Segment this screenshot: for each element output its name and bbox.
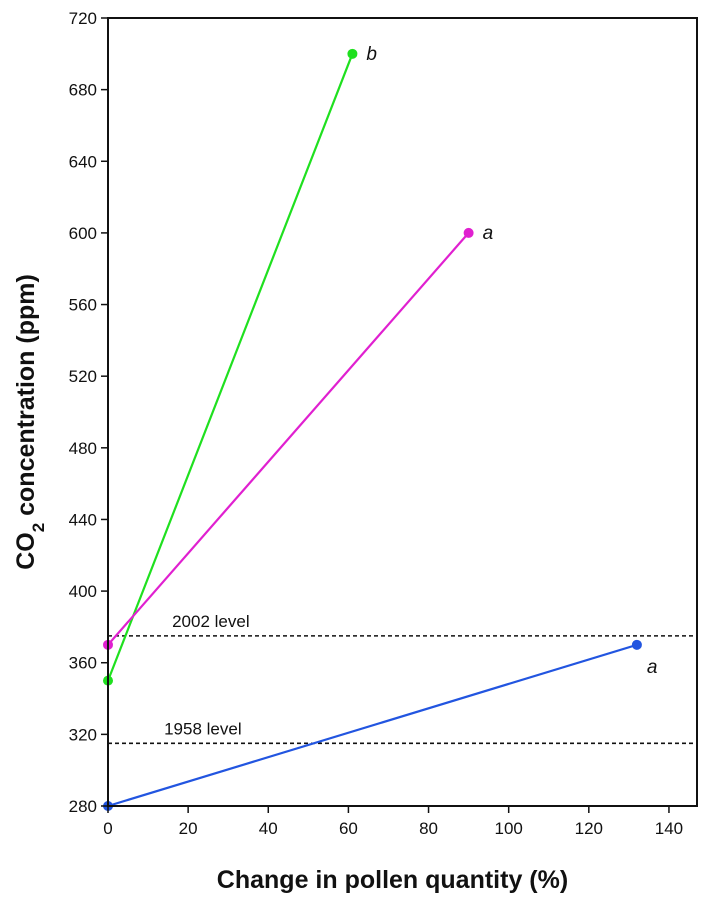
series-end-label: b — [366, 44, 377, 65]
y-tick-label: 360 — [69, 654, 97, 673]
y-tick-label: 320 — [69, 725, 97, 744]
y-tick-label: 440 — [69, 510, 97, 529]
series-lines: b a a — [103, 44, 657, 811]
y-tick-label: 560 — [69, 296, 97, 315]
reference-lines: 2002 level 1958 level — [108, 612, 697, 745]
y-tick-label: 720 — [69, 9, 97, 28]
data-point — [463, 227, 474, 238]
x-tick-label: 20 — [179, 819, 198, 838]
y-axis-title-subscript: 2 — [29, 523, 48, 532]
plot-frame — [107, 17, 698, 807]
x-tick-label: 120 — [575, 819, 603, 838]
y-tick-label: 600 — [69, 224, 97, 243]
data-point — [347, 48, 358, 59]
y-axis: 280 320 360 400 440 480 520 560 600 640 680 720 — [69, 9, 108, 816]
x-axis-title: Change in pollen quantity (%) — [217, 866, 568, 894]
x-tick-label: 40 — [259, 819, 278, 838]
y-tick-label: 680 — [69, 81, 97, 100]
x-tick-label: 60 — [339, 819, 358, 838]
x-tick-label: 0 — [103, 819, 112, 838]
series-end-label: a — [647, 657, 658, 678]
y-tick-label: 520 — [69, 367, 97, 386]
series-line — [107, 232, 470, 646]
x-tick-label: 80 — [419, 819, 438, 838]
y-tick-label: 400 — [69, 582, 97, 601]
x-axis: 0 20 40 60 80 100 120 140 — [103, 806, 683, 838]
data-point — [631, 639, 642, 650]
y-tick-label: 640 — [69, 152, 97, 171]
y-axis-title-rest: concentration (ppm) — [12, 274, 40, 523]
x-tick-label: 140 — [655, 819, 683, 838]
y-tick-label: 280 — [69, 797, 97, 816]
y-tick-label: 480 — [69, 439, 97, 458]
reference-line-label: 2002 level — [172, 612, 250, 631]
x-tick-label: 100 — [494, 819, 522, 838]
y-axis-title-main: CO — [12, 532, 40, 570]
series-line — [107, 643, 638, 808]
series-line — [106, 53, 354, 682]
y-axis-title: CO2 concentration (ppm) — [12, 274, 48, 570]
reference-line-label: 1958 level — [164, 719, 242, 738]
series-end-label: a — [483, 223, 494, 244]
